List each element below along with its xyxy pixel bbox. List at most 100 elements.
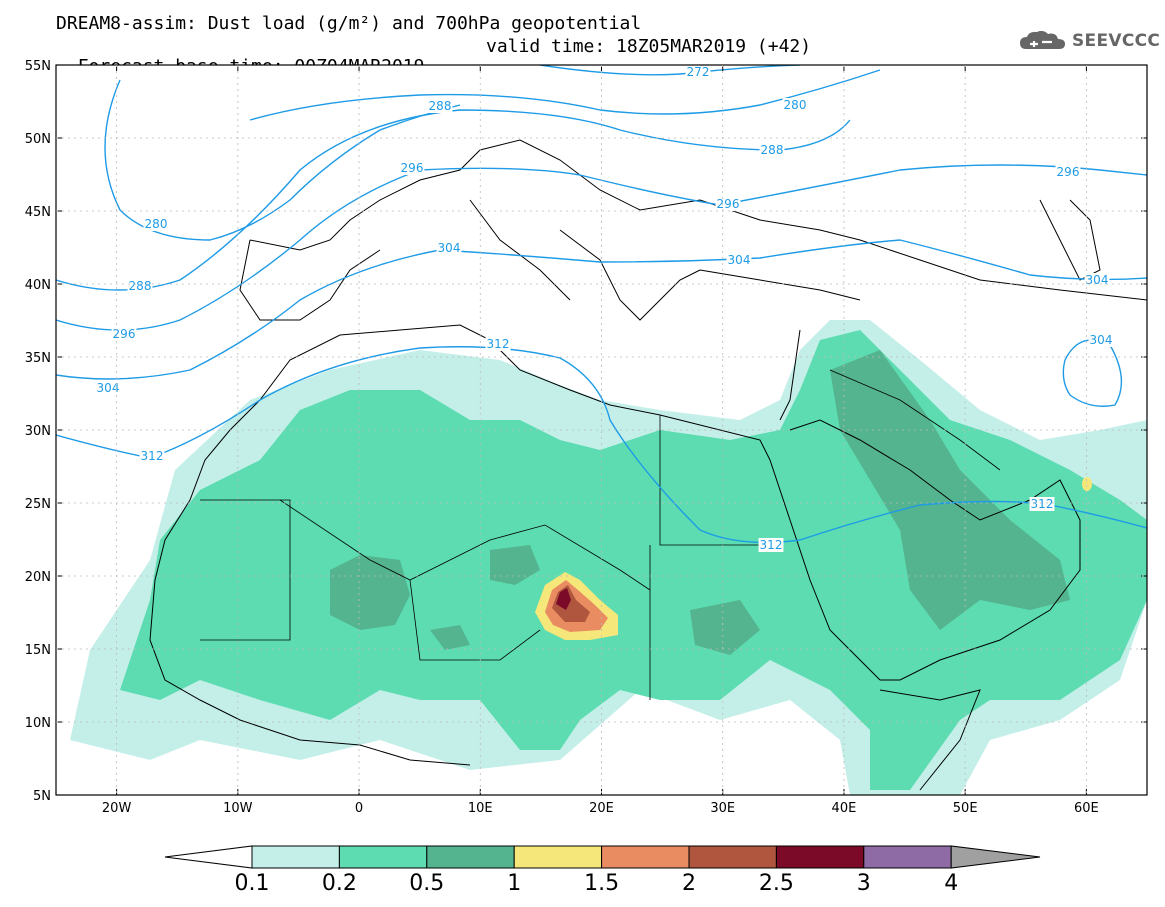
contour-labels: 272 280 280 288 288 288 296 296 296 296 304 304 304 3… [95,65,1114,552]
lon-label: 10W [223,801,253,816]
contour-label: 304 [1086,273,1109,287]
coast-arabia [789,419,1081,681]
coast-horn-africa [879,689,981,791]
colorbar-over-arrow [950,845,1041,869]
lon-label: 60E [1074,801,1099,816]
lat-label: 10N [25,716,51,731]
contour-label: 312 [487,337,510,351]
contour-label-bg [485,337,511,351]
contour-label: 312 [1031,497,1054,511]
contour-296a [56,164,1147,331]
contour-label-bg [715,197,741,211]
contour-label-bg [139,449,165,463]
contour-label: 296 [113,327,136,341]
dust-region-05a [330,555,410,630]
lon-label: 40E [832,801,857,816]
contour-label-bg [1088,333,1114,347]
dust-region-25 [556,588,571,610]
axis-ticks: 55N 50N 45N 40N 35N 30N 25N 20N 15N 10N 5N 20W 10W 0 1… [25,59,1147,816]
colorbar-swatch [775,845,865,869]
lon-label: 20W [102,801,132,816]
colorbar-swatch [863,845,952,869]
contour-label: 296 [401,161,424,175]
contour-label: 288 [429,99,452,113]
contour-label: 288 [761,143,784,157]
lat-label: 35N [25,351,51,366]
contour-label-bg [95,381,121,395]
contour-304 [56,239,1147,380]
coast-north-africa [259,324,771,461]
colorbar-label: 3 [857,871,871,896]
cloud-icon [1020,30,1065,49]
coast-italy [469,199,571,301]
lat-label: 40N [25,278,51,293]
coast-balkans-greece [559,229,701,321]
lat-label: 30N [25,424,51,439]
lat-label: 20N [25,570,51,585]
colorbar-label: 1 [507,871,521,896]
contour-label: 280 [784,98,807,112]
colorbar-label: 0.2 [322,871,357,896]
seevccc-logo: SEEVCCC [1018,28,1160,54]
border-algeria-mali [279,499,491,581]
border-mauritania [200,499,291,641]
dust-region-05b [490,545,540,585]
colorbar-label: 0.5 [409,871,444,896]
contour-label: 296 [717,197,740,211]
contour-label: 304 [728,253,751,267]
map-title: DREAM8-assim: Dust load (g/m²) and 700hP… [56,13,642,34]
colorbar-label: 4 [944,871,958,896]
colorbar: 0.1 0.2 0.5 1 1.5 2 2.5 3 4 [164,845,1041,896]
contour-label: 312 [760,538,783,552]
lat-label: 50N [25,132,51,147]
lon-label: 20E [589,801,614,816]
contour-label: 296 [1057,165,1080,179]
contour-label-bg [111,327,137,341]
colorbar-swatch [251,845,340,869]
colorbar-under-arrow [164,845,253,869]
coast-west-africa [149,399,471,766]
lat-label: 15N [25,643,51,658]
contour-label: 280 [145,217,168,231]
contour-label-bg [127,279,153,293]
coast-turkey [699,269,861,301]
contour-label: 312 [141,449,164,463]
contour-label-bg [1055,165,1081,179]
contour-label-bg [685,65,711,79]
contour-label-bg [436,241,462,255]
contour-label-bg [1029,497,1055,511]
dust-region-05c [690,600,760,655]
colorbar-swatch [688,845,777,869]
lon-label: 10E [468,801,493,816]
contour-label-bg [758,538,784,552]
dust-load-field [70,320,1147,795]
colorbar-swatch [338,845,428,869]
lon-label: 30E [710,801,735,816]
lon-label: 0 [355,801,363,816]
colorbar-swatch [426,845,515,869]
lat-label: 45N [25,205,51,220]
coast-iberia [239,239,381,321]
contour-label: 272 [687,65,710,79]
border-mali-niger [409,579,541,661]
colorbar-swatch [513,845,603,869]
contour-label: 304 [1090,333,1113,347]
contour-label-bg [759,143,785,157]
valid-time-label: valid time: 18Z05MAR2019 (+42) [486,36,812,57]
coast-red-sea [769,459,881,681]
contour-label-bg [427,99,453,113]
borders [200,369,1001,700]
contour-label-bg [782,98,808,112]
border-chad-niger-libya [489,524,651,591]
contour-label-bg [726,253,752,267]
colorbar-label: 2.5 [759,871,794,896]
contour-label: 304 [97,381,120,395]
border-saudi-iraq [829,369,1001,471]
logo-text: SEEVCCC [1072,31,1161,51]
dust-spot-1 [1082,477,1092,491]
colorbar-swatch [601,845,690,869]
contour-label-bg [143,217,169,231]
colorbar-label: 0.1 [235,871,270,896]
lat-label: 55N [25,59,51,74]
contour-280a [249,69,881,121]
